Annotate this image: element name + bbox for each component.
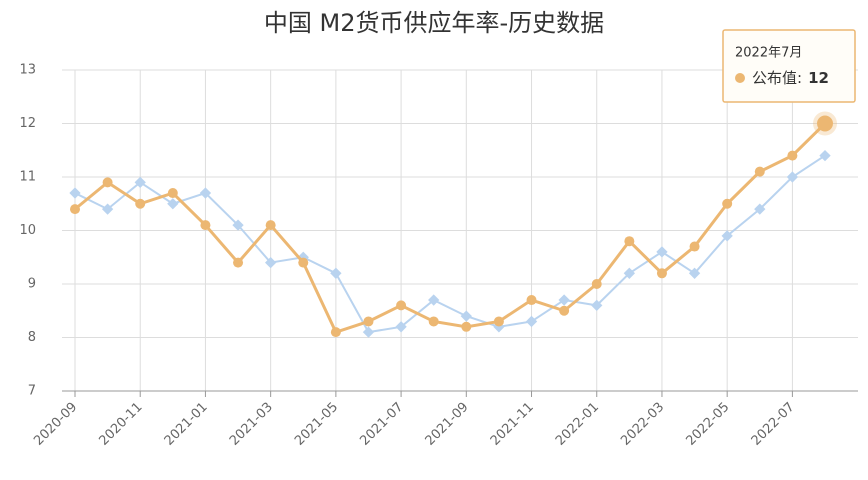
point — [787, 150, 798, 161]
point — [199, 187, 212, 199]
point — [232, 219, 244, 231]
point — [623, 267, 636, 279]
point — [330, 327, 341, 338]
point — [526, 295, 537, 306]
y-tick-label: 10 — [19, 223, 36, 238]
point — [69, 187, 81, 199]
point — [460, 310, 472, 322]
point — [362, 326, 375, 338]
tooltip-dot — [735, 73, 745, 83]
point — [688, 267, 701, 279]
y-tick-label: 8 — [28, 330, 36, 345]
point — [298, 257, 309, 268]
series-line — [74, 154, 826, 334]
point — [722, 198, 733, 209]
point — [721, 230, 733, 242]
x-tick-label: 2021-01 — [162, 400, 211, 449]
point — [102, 177, 113, 188]
point — [428, 294, 440, 306]
point — [558, 294, 570, 306]
point — [786, 171, 799, 183]
x-tick-label: 2021-09 — [423, 400, 472, 449]
point — [624, 236, 635, 247]
chart-title: 中国 M2货币供应年率-历史数据 — [264, 9, 604, 37]
x-tick-label: 2020-11 — [96, 400, 145, 449]
x-tick-label: 2020-09 — [31, 400, 80, 449]
x-tick-label: 2022-01 — [553, 400, 602, 449]
point — [265, 220, 276, 231]
point — [656, 246, 668, 258]
tooltip-value: 12 — [808, 69, 829, 87]
tooltip: 2022年7月 公布值: 12 — [722, 29, 856, 103]
point — [135, 198, 146, 209]
point — [559, 305, 570, 316]
y-tick-label: 9 — [28, 277, 36, 292]
point — [70, 204, 80, 215]
point — [525, 315, 538, 328]
tooltip-series: 公布值 — [752, 69, 797, 87]
y-tick-label: 11 — [19, 170, 36, 185]
x-tick-label: 2021-11 — [488, 400, 537, 449]
x-tick-label: 2022-07 — [749, 400, 798, 449]
tooltip-sep: : — [797, 69, 802, 87]
point — [395, 321, 407, 333]
point — [461, 321, 472, 332]
x-tick-label: 2021-05 — [292, 400, 341, 449]
point — [134, 176, 146, 189]
tooltip-title: 2022年7月 — [735, 46, 802, 61]
x-tick-label: 2022-05 — [683, 400, 732, 449]
x-tick-label: 2022-03 — [618, 400, 667, 449]
point — [167, 198, 179, 210]
point — [396, 300, 407, 311]
point — [330, 267, 342, 279]
y-tick-label: 12 — [19, 116, 36, 131]
point — [493, 316, 504, 327]
point — [233, 257, 244, 268]
y-tick-label: 7 — [28, 384, 36, 399]
series-line — [74, 122, 827, 334]
x-tick-label: 2021-03 — [227, 400, 276, 449]
point — [817, 115, 833, 132]
point — [819, 149, 831, 162]
point — [428, 316, 439, 327]
tooltip-label: 公布值: 12 — [752, 69, 829, 87]
x-tick-label: 2021-07 — [357, 400, 406, 449]
point — [656, 268, 667, 279]
point — [754, 203, 766, 215]
point — [689, 241, 700, 252]
point — [264, 256, 277, 269]
y-tick-label: 13 — [19, 63, 36, 78]
point — [591, 299, 603, 312]
tooltip-box — [722, 29, 856, 103]
point — [754, 166, 765, 177]
point — [167, 188, 178, 199]
point — [363, 316, 374, 327]
point — [591, 279, 602, 289]
point — [200, 220, 211, 231]
